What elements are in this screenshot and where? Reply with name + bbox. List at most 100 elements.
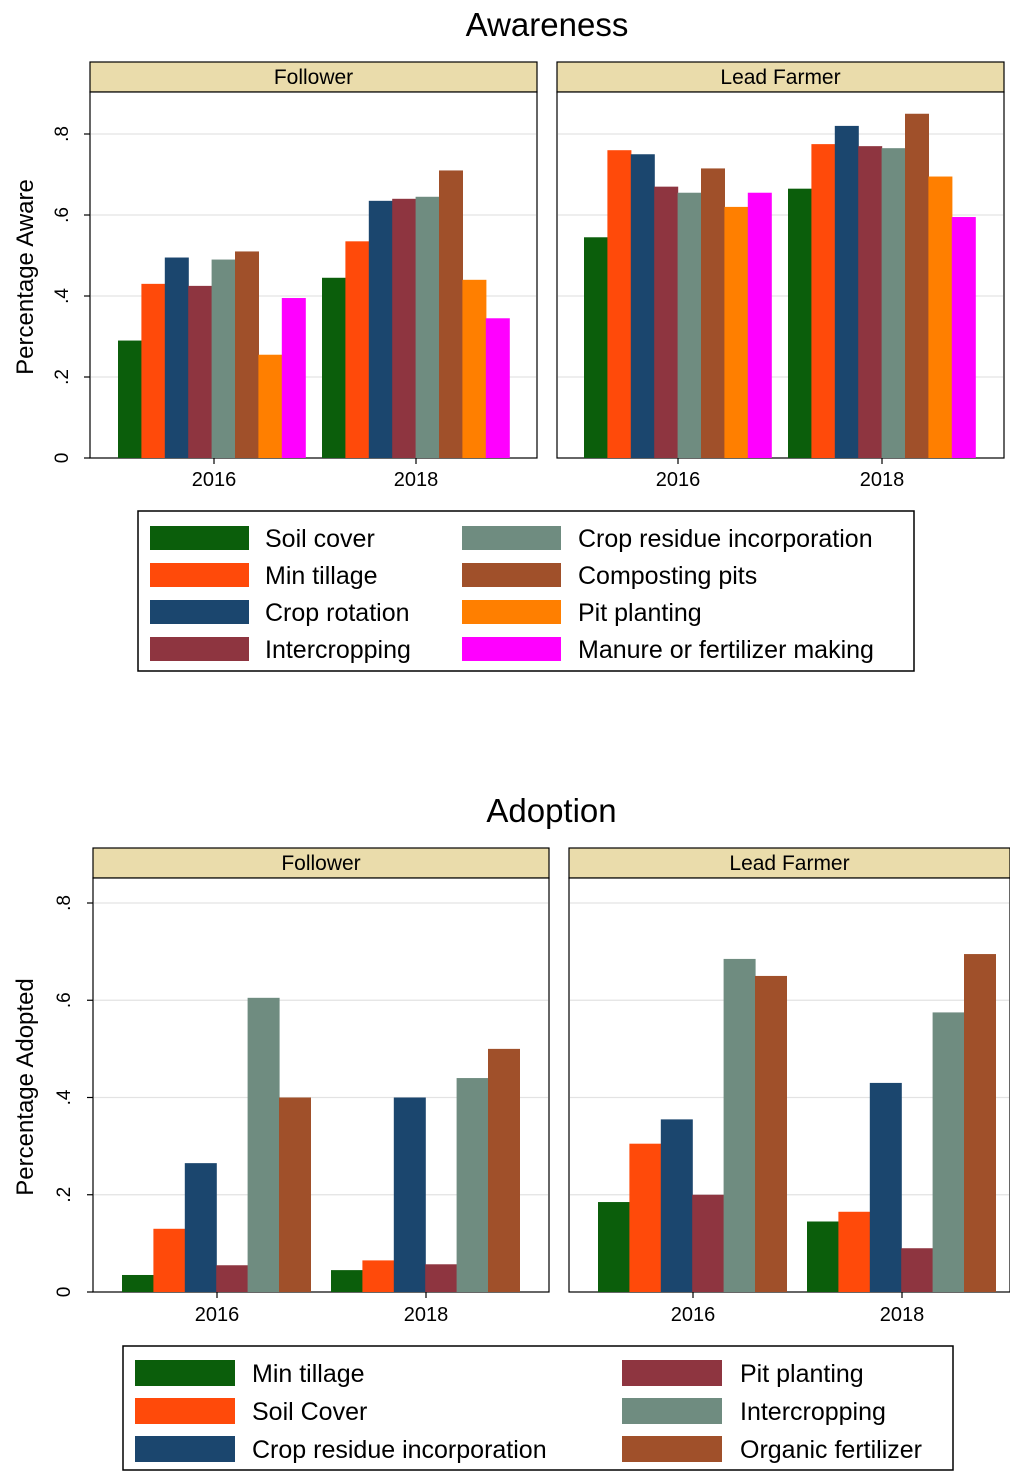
- bar-pit-planting-2018: [901, 1248, 934, 1292]
- panel-header: [556, 61, 1005, 93]
- legend-swatch: [622, 1436, 722, 1462]
- legend-swatch: [150, 637, 249, 661]
- bar-crop-rotation-2018: [368, 200, 393, 458]
- x-tick-label: 2018: [394, 469, 439, 491]
- legend-item-pit-planting: Pit planting: [622, 1360, 864, 1388]
- legend-label: Soil Cover: [252, 1398, 367, 1426]
- bar-crop-residue-incorporation-2018: [415, 196, 440, 458]
- legend-item-min-tillage: Min tillage: [135, 1360, 365, 1388]
- bar-organic-fertilizer-2018: [488, 1048, 520, 1292]
- legend-swatch: [462, 600, 561, 624]
- chart-title: Adoption: [486, 792, 616, 829]
- y-tick-label: .8: [54, 895, 75, 911]
- legend-item-intercropping: Intercropping: [150, 636, 411, 664]
- bar-crop-residue-incorporation-2016: [184, 1163, 217, 1292]
- panel-header: [89, 61, 538, 93]
- chart-title: Awareness: [466, 6, 629, 43]
- bar-manure-or-fertilizer-making-2016: [747, 192, 772, 458]
- x-tick-label: 2018: [860, 469, 905, 491]
- legend-item-crop-rotation: Crop rotation: [150, 599, 410, 627]
- y-axis-label: Percentage Aware: [12, 179, 39, 375]
- legend-label: Soil cover: [265, 525, 375, 553]
- legend-item-manure-or-fertilizer-making: Manure or fertilizer making: [462, 636, 874, 664]
- chart-adoption: Adoption Percentage Adopted 0 .2 .4 .6 .8 Follo…: [12, 792, 1010, 1471]
- bar-pit-planting-2016: [216, 1265, 249, 1292]
- legend-label: Min tillage: [252, 1360, 365, 1388]
- bar-intercropping-2016: [188, 285, 213, 458]
- y-tick-label: .8: [52, 126, 73, 142]
- x-tick-label: 2016: [656, 469, 701, 491]
- bar-intercropping-2018: [392, 198, 417, 459]
- bar-soil-cover-2016: [118, 340, 142, 458]
- y-axis-label: Percentage Adopted: [12, 978, 39, 1196]
- panel-header-label: Lead Farmer: [720, 66, 840, 89]
- panel-header: [568, 847, 1010, 879]
- bar-pit-planting-2018: [425, 1264, 458, 1292]
- panel-lead-farmer: Lead Farmer 2016 2018: [568, 847, 1010, 1326]
- bar-manure-or-fertilizer-making-2018: [485, 318, 510, 458]
- legend: Soil cover Min tillage Crop rotation Interc…: [137, 510, 915, 672]
- bar-min-tillage-2018: [331, 1270, 363, 1292]
- legend-item-organic-fertilizer: Organic fertilizer: [622, 1436, 922, 1464]
- bar-min-tillage-2016: [607, 150, 632, 458]
- bar-soil-cover-2016: [153, 1228, 186, 1292]
- legend-label: Crop residue incorporation: [252, 1436, 547, 1464]
- bar-crop-rotation-2018: [834, 125, 859, 459]
- y-tick-label: 0: [54, 1287, 75, 1298]
- panel-header-label: Follower: [281, 852, 360, 875]
- legend-swatch: [150, 563, 249, 587]
- panel-header: [92, 847, 550, 879]
- legend-swatch: [135, 1360, 235, 1386]
- bar-intercropping-2016: [723, 958, 756, 1292]
- legend-label: Min tillage: [265, 562, 378, 590]
- y-tick-label: .6: [54, 992, 75, 1008]
- x-tick-label: 2016: [195, 1304, 240, 1326]
- legend-swatch: [622, 1360, 722, 1386]
- legend-swatch: [462, 526, 561, 550]
- legend-label: Crop rotation: [265, 599, 410, 627]
- legend-label: Intercropping: [265, 636, 411, 664]
- bar-pit-planting-2016: [724, 206, 749, 458]
- legend-swatch: [150, 526, 249, 550]
- bar-pit-planting-2016: [258, 354, 283, 458]
- bar-crop-residue-incorporation-2018: [881, 148, 906, 459]
- bar-crop-residue-incorporation-2016: [211, 259, 236, 458]
- legend-box: [122, 1345, 954, 1471]
- legend-label: Crop residue incorporation: [578, 525, 873, 553]
- y-tick-label: 0: [52, 453, 73, 464]
- legend-swatch: [462, 563, 561, 587]
- bar-organic-fertilizer-2016: [755, 975, 787, 1292]
- legend-item-pit-planting: Pit planting: [462, 599, 702, 627]
- bar-intercropping-2018: [456, 1078, 489, 1292]
- bar-crop-residue-incorporation-2016: [677, 192, 702, 458]
- legend-item-crop-residue-incorporation: Crop residue incorporation: [135, 1436, 547, 1464]
- bar-soil-cover-2018: [788, 188, 812, 459]
- bar-crop-residue-incorporation-2018: [869, 1082, 902, 1292]
- bar-soil-cover-2016: [584, 237, 608, 458]
- panel-follower: Follower 2016 2018: [87, 847, 550, 1326]
- legend-label: Pit planting: [740, 1360, 864, 1388]
- legend-swatch: [150, 600, 249, 624]
- x-tick-label: 2016: [192, 469, 237, 491]
- legend-item-crop-residue-incorporation: Crop residue incorporation: [462, 525, 873, 553]
- y-tick-label: .6: [52, 207, 73, 223]
- bar-crop-residue-incorporation-2016: [660, 1119, 693, 1292]
- legend-label: Organic fertilizer: [740, 1436, 922, 1464]
- x-tick-label: 2018: [880, 1304, 925, 1326]
- y-tick-label: .2: [52, 369, 73, 385]
- legend-swatch: [135, 1398, 235, 1424]
- legend-label: Manure or fertilizer making: [578, 636, 874, 664]
- bar-min-tillage-2016: [141, 283, 166, 458]
- legend-label: Intercropping: [740, 1398, 886, 1426]
- bar-manure-or-fertilizer-making-2018: [951, 217, 976, 458]
- legend-item-min-tillage: Min tillage: [150, 562, 378, 590]
- legend-swatch: [622, 1398, 722, 1424]
- legend-swatch: [462, 637, 561, 661]
- panel-header-label: Follower: [274, 66, 353, 89]
- bar-soil-cover-2018: [322, 277, 346, 458]
- bar-composting-pits-2016: [701, 168, 725, 459]
- bar-intercropping-2018: [932, 1012, 965, 1292]
- bar-soil-cover-2018: [838, 1211, 871, 1292]
- legend-item-soil-cover: Soil Cover: [135, 1398, 367, 1426]
- bar-manure-or-fertilizer-making-2016: [281, 298, 306, 458]
